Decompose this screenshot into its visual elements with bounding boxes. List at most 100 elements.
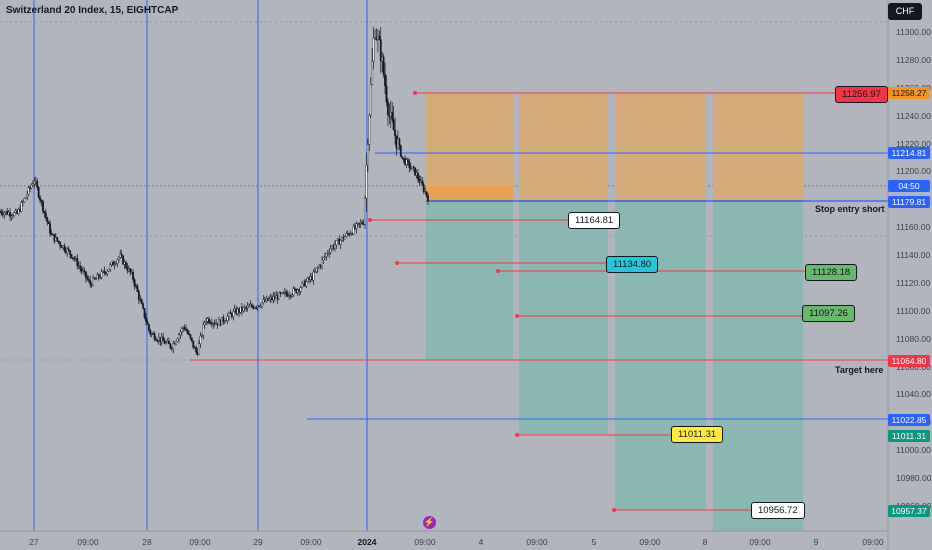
- candle-body: [168, 340, 170, 345]
- candle-body: [175, 341, 177, 345]
- candle-body: [66, 248, 69, 253]
- candle-body: [302, 280, 305, 284]
- candle-body: [185, 328, 187, 331]
- candle-body: [40, 200, 43, 202]
- tradingview-logo-icon[interactable]: ⚡: [423, 516, 436, 529]
- candle-body: [409, 167, 412, 170]
- candle-body: [336, 238, 339, 241]
- target-note[interactable]: Target here: [835, 365, 884, 375]
- stop-entry-note[interactable]: Stop entry short: [815, 204, 885, 214]
- candle-body: [159, 337, 162, 343]
- candle-body: [334, 244, 336, 249]
- candle-body: [142, 303, 145, 309]
- candle-body: [97, 274, 100, 278]
- candle-body: [312, 272, 315, 281]
- time-tick: 09:00: [300, 537, 322, 547]
- price-label-white-bottom[interactable]: 10956.72: [751, 502, 805, 519]
- candle-body: [182, 327, 185, 329]
- candle-body: [170, 347, 173, 350]
- candle-body: [329, 248, 332, 253]
- entry-fill: [426, 186, 513, 201]
- price-label-white-mid[interactable]: 11164.81: [568, 212, 621, 229]
- candle-body: [235, 308, 238, 315]
- candle-body: [289, 295, 292, 297]
- candle-body: [404, 158, 406, 165]
- candle-body: [135, 285, 137, 287]
- time-tick: 27: [29, 537, 39, 547]
- candle-body: [412, 166, 415, 169]
- candle-body: [258, 305, 260, 307]
- candle-body: [358, 222, 361, 225]
- price-label-red-top[interactable]: 11256.97: [835, 86, 888, 103]
- candle-body: [415, 173, 418, 176]
- candle-body: [80, 268, 83, 272]
- price-tick: 11140.00: [896, 250, 931, 261]
- candle-body: [9, 212, 11, 217]
- candle-body: [226, 316, 229, 321]
- take-profit-zone: [426, 201, 513, 360]
- time-tick: 09:00: [526, 537, 548, 547]
- candle-body: [192, 340, 195, 348]
- candle-body: [123, 261, 126, 265]
- candle-body: [160, 336, 163, 343]
- candle-body: [365, 164, 368, 199]
- candle-body: [387, 101, 389, 115]
- candle-body: [288, 295, 291, 297]
- chart-title[interactable]: Switzerland 20 Index, 15, EIGHTCAP: [6, 5, 179, 16]
- candle-body: [411, 166, 414, 169]
- candle-body: [346, 233, 349, 235]
- price-label-yellow[interactable]: 11011.31: [671, 426, 724, 443]
- candle-body: [109, 264, 112, 270]
- price-label-cyan[interactable]: 11134.80: [606, 256, 659, 273]
- candle-body: [248, 305, 250, 308]
- price-tick: 11040.00: [896, 389, 931, 400]
- candle-body: [59, 242, 62, 246]
- candle-body: [145, 317, 147, 322]
- candle-body: [342, 236, 345, 240]
- candle-body: [93, 277, 96, 280]
- currency-button[interactable]: CHF: [888, 3, 922, 20]
- candle-body: [110, 261, 113, 266]
- candle-body: [251, 304, 253, 307]
- candle-body: [56, 237, 59, 242]
- time-tick: 09:00: [862, 537, 884, 547]
- candle-body: [405, 159, 408, 165]
- candle-body: [36, 180, 39, 188]
- take-profit-zone: [519, 201, 608, 434]
- price-tick: 11160.00: [896, 222, 931, 233]
- candle-body: [172, 342, 175, 350]
- candle-body: [10, 215, 13, 218]
- candle-body: [23, 198, 26, 202]
- ray-anchor: [413, 91, 417, 95]
- candle-body: [335, 240, 338, 246]
- candle-body: [198, 343, 200, 355]
- candle-body: [213, 322, 216, 325]
- candle-body: [195, 347, 198, 353]
- price-label-green-1[interactable]: 11128.18: [805, 264, 858, 281]
- stop-loss-zone: [615, 93, 706, 201]
- candle-body: [215, 322, 218, 325]
- candle-body: [69, 250, 72, 255]
- candle-body: [3, 212, 6, 216]
- candle-body: [382, 56, 385, 75]
- stop-loss-zone: [519, 93, 608, 201]
- price-tick: 11000.00: [896, 445, 931, 456]
- candle-body: [125, 261, 127, 268]
- candle-body: [328, 252, 331, 254]
- candle-body: [83, 270, 86, 272]
- candle-body: [283, 291, 286, 294]
- ray-anchor: [515, 433, 519, 437]
- candle-body: [238, 308, 240, 313]
- candle-body: [33, 181, 36, 185]
- candle-body: [322, 257, 325, 261]
- candle-body: [273, 296, 276, 299]
- candle-body: [259, 305, 262, 308]
- candle-body: [34, 180, 37, 183]
- candle-body: [147, 324, 150, 331]
- candle-body: [391, 112, 394, 120]
- candle-body: [17, 209, 20, 214]
- candle-body: [292, 288, 295, 295]
- candle-body: [189, 334, 192, 339]
- price-label-green-2[interactable]: 11097.26: [802, 305, 855, 322]
